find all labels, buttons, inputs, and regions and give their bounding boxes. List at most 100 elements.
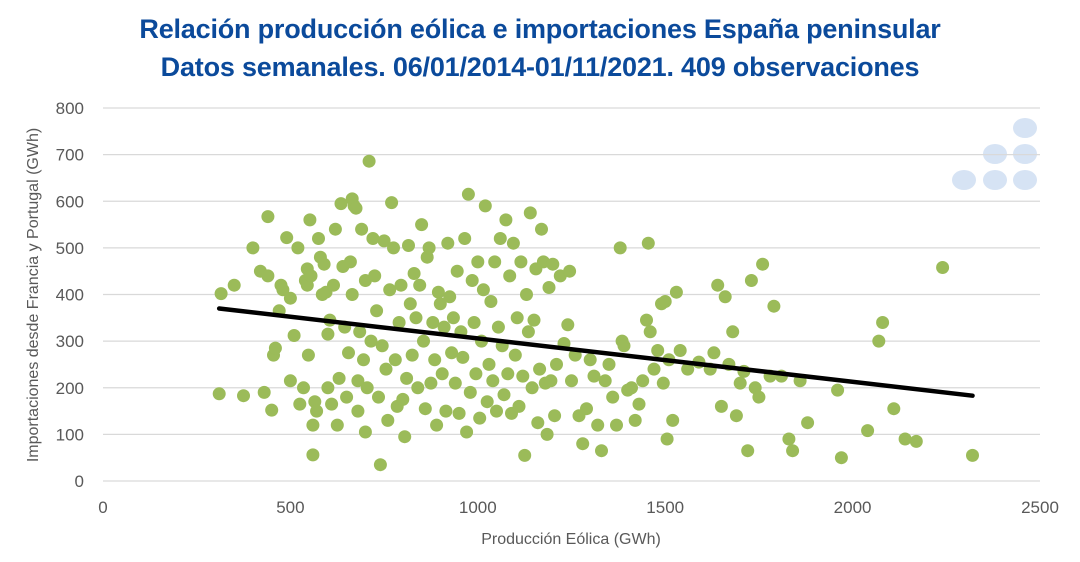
data-point [400,371,414,385]
data-point [349,201,363,215]
data-point [641,236,655,250]
y-tick-label: 500 [56,239,84,258]
data-point [317,257,331,271]
data-point [383,283,397,297]
y-tick-label: 0 [75,472,84,491]
data-point [767,299,781,313]
data-point [595,444,608,458]
data-point [343,255,357,269]
data-point [936,261,950,274]
y-tick-label: 300 [56,332,84,351]
data-point [782,432,796,446]
data-point [334,197,348,211]
data-point [580,402,593,416]
trendline [216,306,975,398]
data-point [501,367,515,381]
data-point [362,154,376,168]
data-point [325,397,339,411]
data-point [456,350,470,364]
data-point [405,348,419,362]
data-point [358,425,372,439]
y-axis-ticks: 0 100 200 300 400 500 600 700 800 [56,99,84,491]
data-point [533,362,547,376]
data-point [409,311,423,325]
data-point [424,376,438,390]
data-point [385,196,399,210]
data-point [471,255,485,269]
data-point [261,269,275,283]
data-point [602,357,616,371]
data-point [887,402,901,416]
data-point [544,374,558,388]
data-point [726,325,740,339]
data-point [435,367,449,381]
data-point [523,206,537,220]
data-point [490,404,503,418]
data-point [321,327,335,341]
data-point [403,297,417,311]
data-point [510,311,524,325]
data-point [493,232,507,245]
data-point [467,316,481,329]
data-point [387,241,400,255]
data-point [508,348,522,362]
data-point [394,278,408,292]
data-point [499,213,513,227]
data-point [656,376,670,390]
data-point [353,325,367,339]
data-point [445,346,459,360]
data-point [261,210,275,224]
data-point [673,344,687,357]
data-point [628,413,642,427]
data-point [407,267,421,280]
data-point [398,430,412,444]
data-point [392,316,406,329]
data-point [681,362,695,376]
data-point [484,295,498,308]
x-tick-label: 500 [276,498,304,517]
data-point [480,395,494,409]
data-point [246,241,260,255]
data-point [966,448,979,462]
data-point [707,346,721,360]
data-point [377,234,391,248]
data-points [212,154,979,472]
data-point [283,374,297,388]
data-point [396,392,410,406]
data-point [744,274,758,287]
data-point [330,418,344,432]
data-point [591,418,605,432]
data-point [340,390,354,404]
data-point [473,411,487,425]
data-point [237,389,250,403]
data-point [373,458,387,472]
data-point [898,432,912,446]
data-point [293,397,307,411]
data-point [548,409,562,423]
x-axis-label: Producción Eólica (GWh) [481,531,661,548]
data-point [415,218,429,232]
data-point [328,222,342,236]
data-point [357,353,370,367]
data-point [304,269,318,283]
data-point [651,344,665,357]
data-point [469,367,483,381]
data-point [301,348,315,362]
data-point [342,346,355,360]
data-point [450,264,464,278]
data-point [714,399,728,413]
data-point [411,381,425,395]
data-point [446,311,460,325]
data-point [418,402,432,416]
data-point [413,278,427,292]
data-point [565,374,578,388]
data-point [428,353,442,367]
data-point [351,404,365,418]
data-point [283,291,297,305]
y-axis-label: Importaciones desde Francia y Portugal (… [25,128,42,462]
data-point [527,313,541,327]
y-tick-label: 200 [56,379,84,398]
data-point [587,369,601,383]
x-tick-label: 1500 [646,498,684,517]
data-point [491,320,505,334]
